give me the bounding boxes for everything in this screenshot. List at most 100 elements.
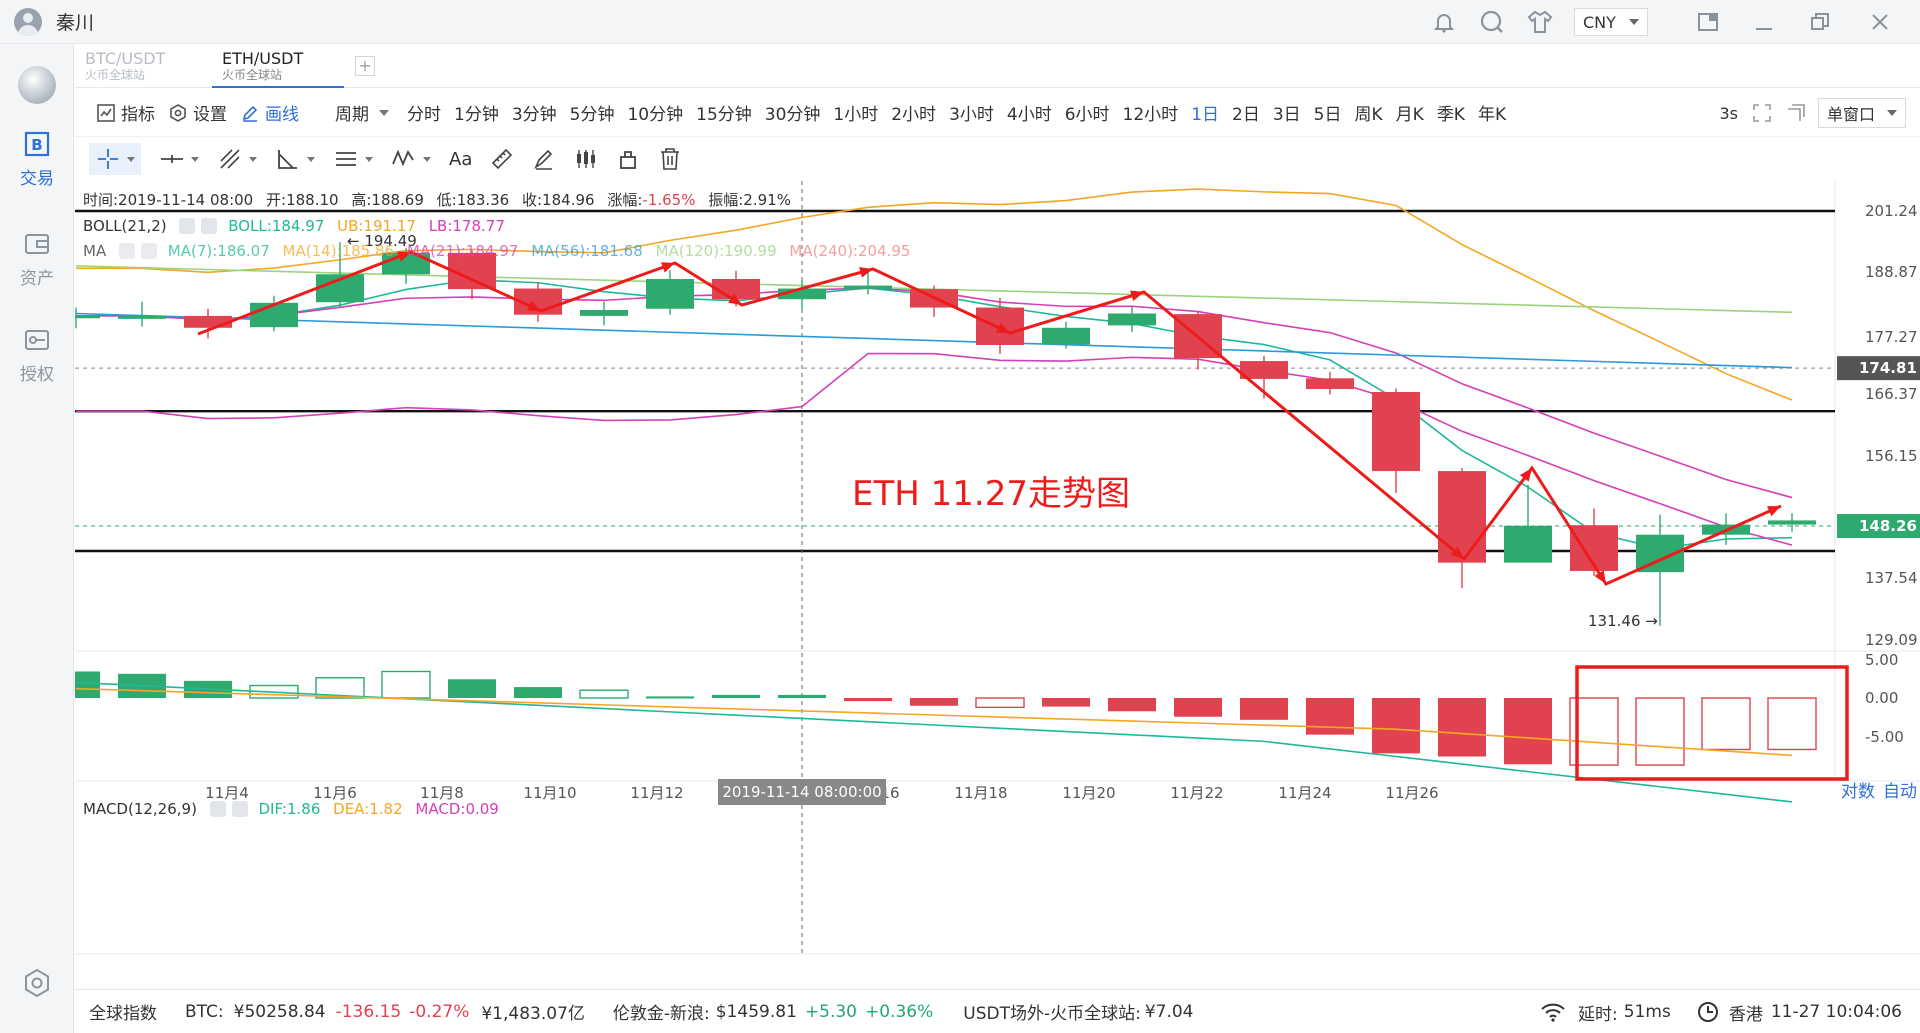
pair-tabs: BTC/USDT 火币全球站 ETH/USDT 火币全球站 + <box>75 44 1920 88</box>
horizontal-line-tool[interactable] <box>159 143 199 175</box>
tab-btc-usdt[interactable]: BTC/USDT 火币全球站 <box>75 44 207 88</box>
period-option[interactable]: 季K <box>1436 105 1465 125</box>
bell-icon[interactable] <box>1426 4 1462 40</box>
window-mode-select[interactable]: 单窗口 <box>1818 98 1906 128</box>
delete-tool[interactable] <box>658 143 682 175</box>
period-option[interactable]: 年K <box>1477 105 1507 125</box>
annotation-arrowhead <box>397 251 411 262</box>
period-dropdown[interactable]: 周期 <box>335 100 389 125</box>
brush-tool[interactable] <box>532 143 556 175</box>
x-axis-label: 11月22 <box>1170 784 1223 802</box>
period-option[interactable]: 月K <box>1395 105 1424 125</box>
gold-pct: +0.36% <box>865 1001 934 1022</box>
candle-body <box>184 315 232 328</box>
tab-eth-usdt[interactable]: ETH/USDT 火币全球站 <box>212 44 344 88</box>
boll-mid-line <box>76 287 1793 499</box>
macd-bar <box>646 696 694 699</box>
trend-line-icon <box>220 149 240 169</box>
auto-scale-button[interactable]: 自动 <box>1883 782 1917 802</box>
period-option[interactable]: 分时 <box>407 105 441 125</box>
status-bar: 全球指数 BTC: ¥50258.84 -136.15 -0.27% ¥1,48… <box>75 989 1920 1033</box>
drawing-toolbar: Aa <box>75 138 1920 180</box>
indicator-button[interactable]: 指标 <box>97 100 155 125</box>
channel-tool[interactable] <box>333 143 373 175</box>
period-option[interactable]: 3分钟 <box>511 105 557 125</box>
period-option[interactable]: 周K <box>1354 105 1383 125</box>
info-low: 低:183.36 <box>436 191 510 209</box>
period-option[interactable]: 30分钟 <box>764 105 821 125</box>
global-index-label[interactable]: 全球指数 <box>89 1004 157 1024</box>
sidebar-item-auth[interactable]: 授权 <box>0 326 74 385</box>
ruler-tool[interactable] <box>490 143 514 175</box>
angle-tool[interactable] <box>275 143 315 175</box>
wave-tool[interactable] <box>391 143 431 175</box>
period-option[interactable]: 1日 <box>1191 105 1220 125</box>
avatar[interactable] <box>14 7 42 36</box>
trend-line-tool[interactable] <box>217 143 257 175</box>
draw-button[interactable]: 画线 <box>241 100 299 125</box>
period-option[interactable]: 2日 <box>1232 105 1260 125</box>
chat-icon[interactable] <box>1474 4 1510 40</box>
period-option[interactable]: 1小时 <box>833 105 879 125</box>
candle-body <box>118 315 166 319</box>
title-bar: 秦川 CNY <box>0 0 1920 44</box>
period-option[interactable]: 10分钟 <box>627 105 684 125</box>
restore-icon[interactable] <box>1802 4 1838 40</box>
layout-icon[interactable] <box>1690 4 1726 40</box>
info-change: 涨幅:-1.65% <box>607 191 695 209</box>
close-icon[interactable] <box>1862 4 1898 40</box>
candle-tool[interactable] <box>574 143 598 175</box>
chevron-down-icon <box>379 109 389 116</box>
period-option[interactable]: 6小时 <box>1064 105 1110 125</box>
text-tool[interactable]: Aa <box>449 143 472 175</box>
screenshot-icon[interactable] <box>1786 103 1806 123</box>
lock-tool[interactable] <box>616 143 640 175</box>
x-axis-label: 11月8 <box>420 784 464 802</box>
period-option[interactable]: 5分钟 <box>569 105 615 125</box>
region-label: 香港 <box>1728 1004 1763 1025</box>
period-option[interactable]: 12小时 <box>1122 105 1179 125</box>
close-icon[interactable] <box>140 243 157 259</box>
x-axis-label: 11月6 <box>313 784 357 802</box>
period-option[interactable]: 2小时 <box>891 105 937 125</box>
x-axis-label: 11月24 <box>1278 784 1331 802</box>
close-icon[interactable] <box>231 801 248 817</box>
settings-button[interactable]: 设置 <box>169 100 227 125</box>
fullscreen-icon[interactable] <box>1752 103 1772 123</box>
candle-body <box>1042 327 1090 345</box>
refresh-interval[interactable]: 3s <box>1719 103 1738 123</box>
period-option[interactable]: 1分钟 <box>454 105 499 125</box>
sidebar-item-assets[interactable]: 资产 <box>0 230 74 289</box>
minimize-icon[interactable] <box>1746 4 1782 40</box>
price-tick-label: 166.37 <box>1865 385 1918 403</box>
log-scale-button[interactable]: 对数 <box>1841 782 1875 802</box>
currency-select[interactable]: CNY <box>1574 8 1648 36</box>
chart-canvas[interactable]: ETH 11.27走势图 ← 194.49 131.46 → 201.24 188.87… <box>75 181 1920 989</box>
add-tab-button[interactable]: + <box>355 56 375 76</box>
period-option[interactable]: 4小时 <box>1006 105 1052 125</box>
period-option[interactable]: 15分钟 <box>696 105 752 125</box>
period-list: 分时 1分钟 3分钟 5分钟 10分钟 15分钟 30分钟 1小时 2小时 3小时 4小时 6小时 12… <box>407 100 1519 125</box>
macd-bar <box>910 698 958 706</box>
wallet-icon <box>25 234 49 254</box>
tab-pair: BTC/USDT <box>85 49 166 68</box>
ma14: MA(14):185.86 <box>282 242 395 260</box>
kline-chart[interactable]: ETH 11.27走势图 ← 194.49 131.46 → 201.24 188.87… <box>75 181 1920 989</box>
gear-icon[interactable] <box>179 218 196 234</box>
clock-value: 11-27 10:04:06 <box>1770 1002 1902 1022</box>
period-option[interactable]: 3小时 <box>949 105 994 125</box>
sidebar-item-trade[interactable]: B 交易 <box>0 130 74 189</box>
close-icon[interactable] <box>201 218 218 234</box>
period-option[interactable]: 3日 <box>1272 105 1301 125</box>
candle-body <box>1306 378 1354 390</box>
gear-icon[interactable] <box>22 968 52 998</box>
user-area[interactable]: 秦川 <box>14 7 94 36</box>
gear-icon[interactable] <box>118 243 135 259</box>
usdt-price: ¥7.04 <box>1144 1001 1194 1022</box>
boll-lower: LB:178.77 <box>428 217 505 235</box>
shirt-icon[interactable] <box>1522 4 1558 40</box>
price-tick-label: 129.09 <box>1865 631 1918 649</box>
crosshair-tool[interactable] <box>89 143 141 175</box>
gear-icon[interactable] <box>209 801 226 817</box>
period-option[interactable]: 5日 <box>1313 105 1342 125</box>
